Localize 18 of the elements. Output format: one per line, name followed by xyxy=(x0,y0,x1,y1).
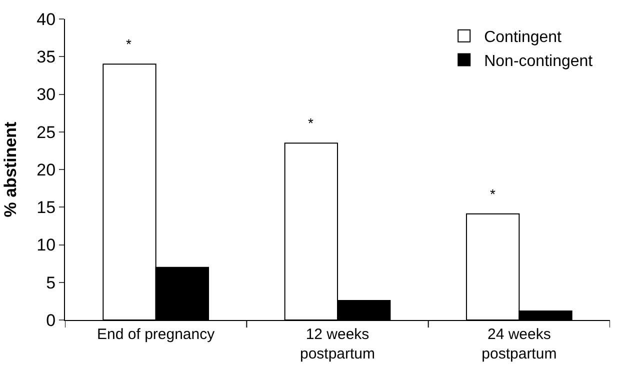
y-tick-label: 5 xyxy=(46,273,56,292)
y-axis-title: % abstinent xyxy=(1,121,20,218)
y-tick-label: 10 xyxy=(36,236,56,255)
y-tick-label: 40 xyxy=(36,10,56,29)
y-tick-label: 15 xyxy=(36,198,56,218)
legend-label: Contingent xyxy=(484,29,562,46)
y-tick-label: 35 xyxy=(36,48,56,67)
y-tick-label: 30 xyxy=(36,85,56,104)
annotation: * xyxy=(490,186,496,202)
x-tick-label: 24 weeks postpartum xyxy=(482,326,557,362)
y-tick-label: 0 xyxy=(46,310,56,330)
annotation: * xyxy=(126,36,132,52)
x-tick-label: End of pregnancy xyxy=(97,326,216,343)
x-tick-label: 12 weeks postpartum xyxy=(300,326,376,362)
y-tick-label: 20 xyxy=(36,160,56,180)
annotation: * xyxy=(308,115,314,131)
y-tick-label: 25 xyxy=(36,122,56,142)
legend-label: Non-contingent xyxy=(484,52,594,70)
